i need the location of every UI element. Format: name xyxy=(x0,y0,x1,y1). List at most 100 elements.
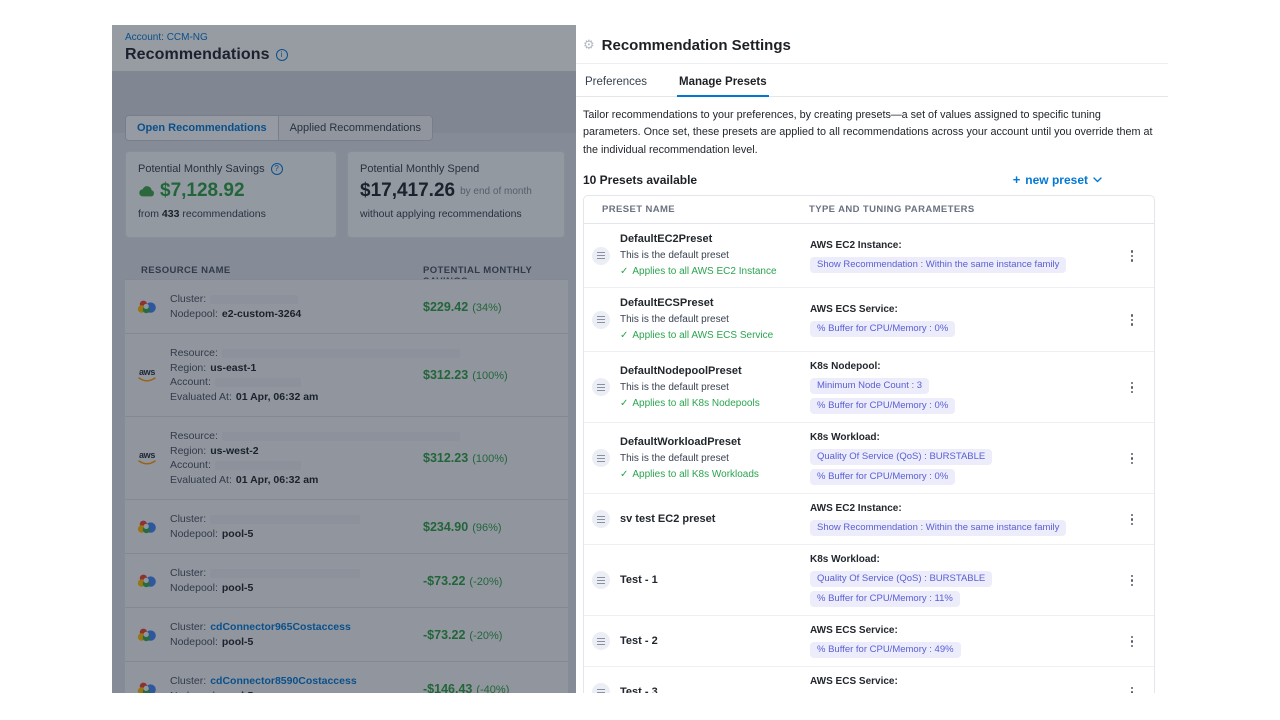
drag-handle-icon[interactable] xyxy=(592,632,610,651)
help-icon[interactable]: ? xyxy=(270,163,283,175)
savings-percent: (96%) xyxy=(472,521,502,534)
drag-handle-icon[interactable] xyxy=(592,378,610,397)
drag-handle-icon[interactable] xyxy=(592,571,610,590)
preset-name: DefaultEC2Preset xyxy=(620,233,713,246)
redacted-text xyxy=(214,460,301,470)
tuning-parameter-chip: % Buffer for CPU/Memory : 0% xyxy=(810,398,956,415)
row-menu-button[interactable] xyxy=(1127,683,1138,693)
gcp-icon xyxy=(137,573,157,588)
drag-handle-icon[interactable] xyxy=(592,683,610,693)
savings-percent: (-20%) xyxy=(469,575,503,588)
preset-subtitle: This is the default preset xyxy=(620,314,729,326)
row-menu-button[interactable] xyxy=(1127,310,1138,330)
row-menu-button[interactable] xyxy=(1127,571,1138,591)
preset-subtitle: This is the default preset xyxy=(620,452,729,464)
preset-name: Test - 2 xyxy=(620,634,658,647)
row-menu-button[interactable] xyxy=(1127,632,1138,652)
tuning-parameter-chip: Quality Of Service (QoS) : BURSTABLE xyxy=(810,571,993,588)
redacted-text xyxy=(221,431,460,441)
resource-line-label: Resource: xyxy=(170,430,218,442)
resource-line-label: Cluster: xyxy=(170,567,207,579)
cluster-link[interactable]: cdConnector965Costaccess xyxy=(210,621,351,633)
preset-name: sv test EC2 preset xyxy=(620,512,716,525)
tab-preferences[interactable]: Preferences xyxy=(585,76,648,88)
recommendation-row[interactable]: Cluster: Nodepool: e2-custom-3264 $229.42 (3… xyxy=(125,280,568,334)
gcp-icon xyxy=(137,299,157,314)
preset-type-label: K8s Workload: xyxy=(810,432,880,444)
presets-description: Tailor recommendations to your preferenc… xyxy=(583,109,1153,156)
col-preset-name: PRESET NAME xyxy=(602,204,676,216)
tuning-parameter-chip: % Buffer for CPU/Memory : 0% xyxy=(810,320,956,337)
preset-type-label: AWS EC2 Instance: xyxy=(810,503,902,515)
drag-handle-icon[interactable] xyxy=(592,449,610,468)
tab-open-recommendations[interactable]: Open Recommendations xyxy=(126,116,279,140)
resource-line-label: Account: xyxy=(170,376,211,388)
potential-savings-card: Potential Monthly Savings ? $7,128.92 fr… xyxy=(125,151,337,238)
spend-value-suffix: by end of month xyxy=(460,185,532,197)
new-preset-button[interactable]: + new preset xyxy=(1013,172,1102,187)
gcp-icon xyxy=(137,519,157,534)
resource-line-label: Nodepool: xyxy=(170,690,218,694)
resource-line-label: Nodepool: xyxy=(170,635,218,648)
applies-to-all: ✓ Applies to all K8s Workloads xyxy=(620,468,759,480)
row-menu-button[interactable] xyxy=(1127,510,1138,530)
drag-handle-icon[interactable] xyxy=(592,310,610,329)
preset-name: DefaultWorkloadPreset xyxy=(620,435,741,448)
preset-type-label: AWS EC2 Instance: xyxy=(810,239,902,251)
savings-amount: $312.23 xyxy=(423,368,469,382)
tab-applied-recommendations[interactable]: Applied Recommendations xyxy=(289,122,422,134)
check-icon: ✓ xyxy=(620,397,629,409)
preset-row[interactable]: DefaultWorkloadPreset This is the default… xyxy=(584,423,1154,495)
recommendation-row[interactable]: Cluster: Nodepool: pool-5 -$73.22 (-20%) xyxy=(125,554,568,608)
aws-icon: aws xyxy=(137,367,157,383)
preset-type-label: K8s Workload: xyxy=(810,554,880,566)
resource-line-label: Nodepool: xyxy=(170,307,218,320)
recommendation-row[interactable]: Cluster:cdConnector8590Costaccess Nodepoo… xyxy=(125,662,568,693)
recommendation-row[interactable]: Cluster: Nodepool: pool-5 $234.90 (96%) xyxy=(125,500,568,554)
resource-line-value: pool-5 xyxy=(222,690,254,694)
row-menu-button[interactable] xyxy=(1127,246,1138,266)
row-menu-button[interactable] xyxy=(1127,378,1138,398)
preset-row[interactable]: Test - 1 K8s Workload: Quality Of Service … xyxy=(584,545,1154,617)
potential-spend-card: Potential Monthly Spend $17,417.26 by en… xyxy=(347,151,565,238)
savings-cell: $312.23 (100%) xyxy=(423,451,568,465)
tab-manage-presets[interactable]: Manage Presets xyxy=(677,71,769,97)
tuning-parameter-chip: % Buffer for CPU/Memory : 49% xyxy=(810,642,961,659)
preset-row[interactable]: DefaultNodepoolPreset This is the default… xyxy=(584,352,1154,424)
applies-to-all: ✓ Applies to all AWS ECS Service xyxy=(620,330,774,342)
presets-table-body: DefaultEC2Preset This is the default pres… xyxy=(584,224,1154,693)
redacted-text xyxy=(210,294,299,304)
drag-handle-icon[interactable] xyxy=(592,246,610,265)
preset-row[interactable]: sv test EC2 preset AWS EC2 Instance: Show … xyxy=(584,494,1154,546)
cluster-link[interactable]: cdConnector8590Costaccess xyxy=(210,675,357,687)
gcp-icon xyxy=(137,627,157,642)
resource-line-value: 01 Apr, 06:32 am xyxy=(235,390,319,403)
redacted-text xyxy=(214,377,301,387)
savings-amount: $234.90 xyxy=(423,519,469,534)
resource-line-label: Cluster: xyxy=(170,293,207,305)
resource-line-label: Cluster: xyxy=(170,675,207,687)
preset-row[interactable]: DefaultECSPreset This is the default pres… xyxy=(584,288,1154,353)
app-window: Account: CCM-NG Recommendations i Open R… xyxy=(112,25,1168,693)
redacted-text xyxy=(210,568,361,578)
savings-amount: -$73.22 xyxy=(423,573,466,588)
preset-name: DefaultECSPreset xyxy=(620,297,714,310)
preset-type-label: AWS ECS Service: xyxy=(810,676,898,688)
info-icon[interactable]: i xyxy=(275,49,288,61)
preset-row[interactable]: Test - 2 AWS ECS Service: % Buffer for CPU… xyxy=(584,616,1154,668)
recommendation-row[interactable]: aws Resource: Region: us-east-1 Account: Eval… xyxy=(125,334,568,417)
recommendation-row[interactable]: Cluster: cdConnector965Costaccess Nodepool… xyxy=(125,608,568,662)
drag-handle-icon[interactable] xyxy=(592,510,610,529)
plus-icon: + xyxy=(1012,172,1021,188)
savings-cell: -$73.22 (-20%) xyxy=(423,628,568,642)
recommendation-row[interactable]: aws Resource: Region: us-west-2 Account: Eval… xyxy=(125,417,568,500)
tuning-parameter-chip: Minimum Node Count : 3 xyxy=(810,378,930,395)
preset-name: Test - 1 xyxy=(620,573,658,586)
resource-line-value: pool-5 xyxy=(221,581,254,594)
savings-amount: -$146.43 xyxy=(423,681,473,694)
account-breadcrumb[interactable]: Account: CCM-NG xyxy=(125,32,208,43)
preset-row[interactable]: DefaultEC2Preset This is the default pres… xyxy=(584,224,1154,289)
row-menu-button[interactable] xyxy=(1127,449,1138,469)
chevron-down-icon xyxy=(1093,177,1102,183)
